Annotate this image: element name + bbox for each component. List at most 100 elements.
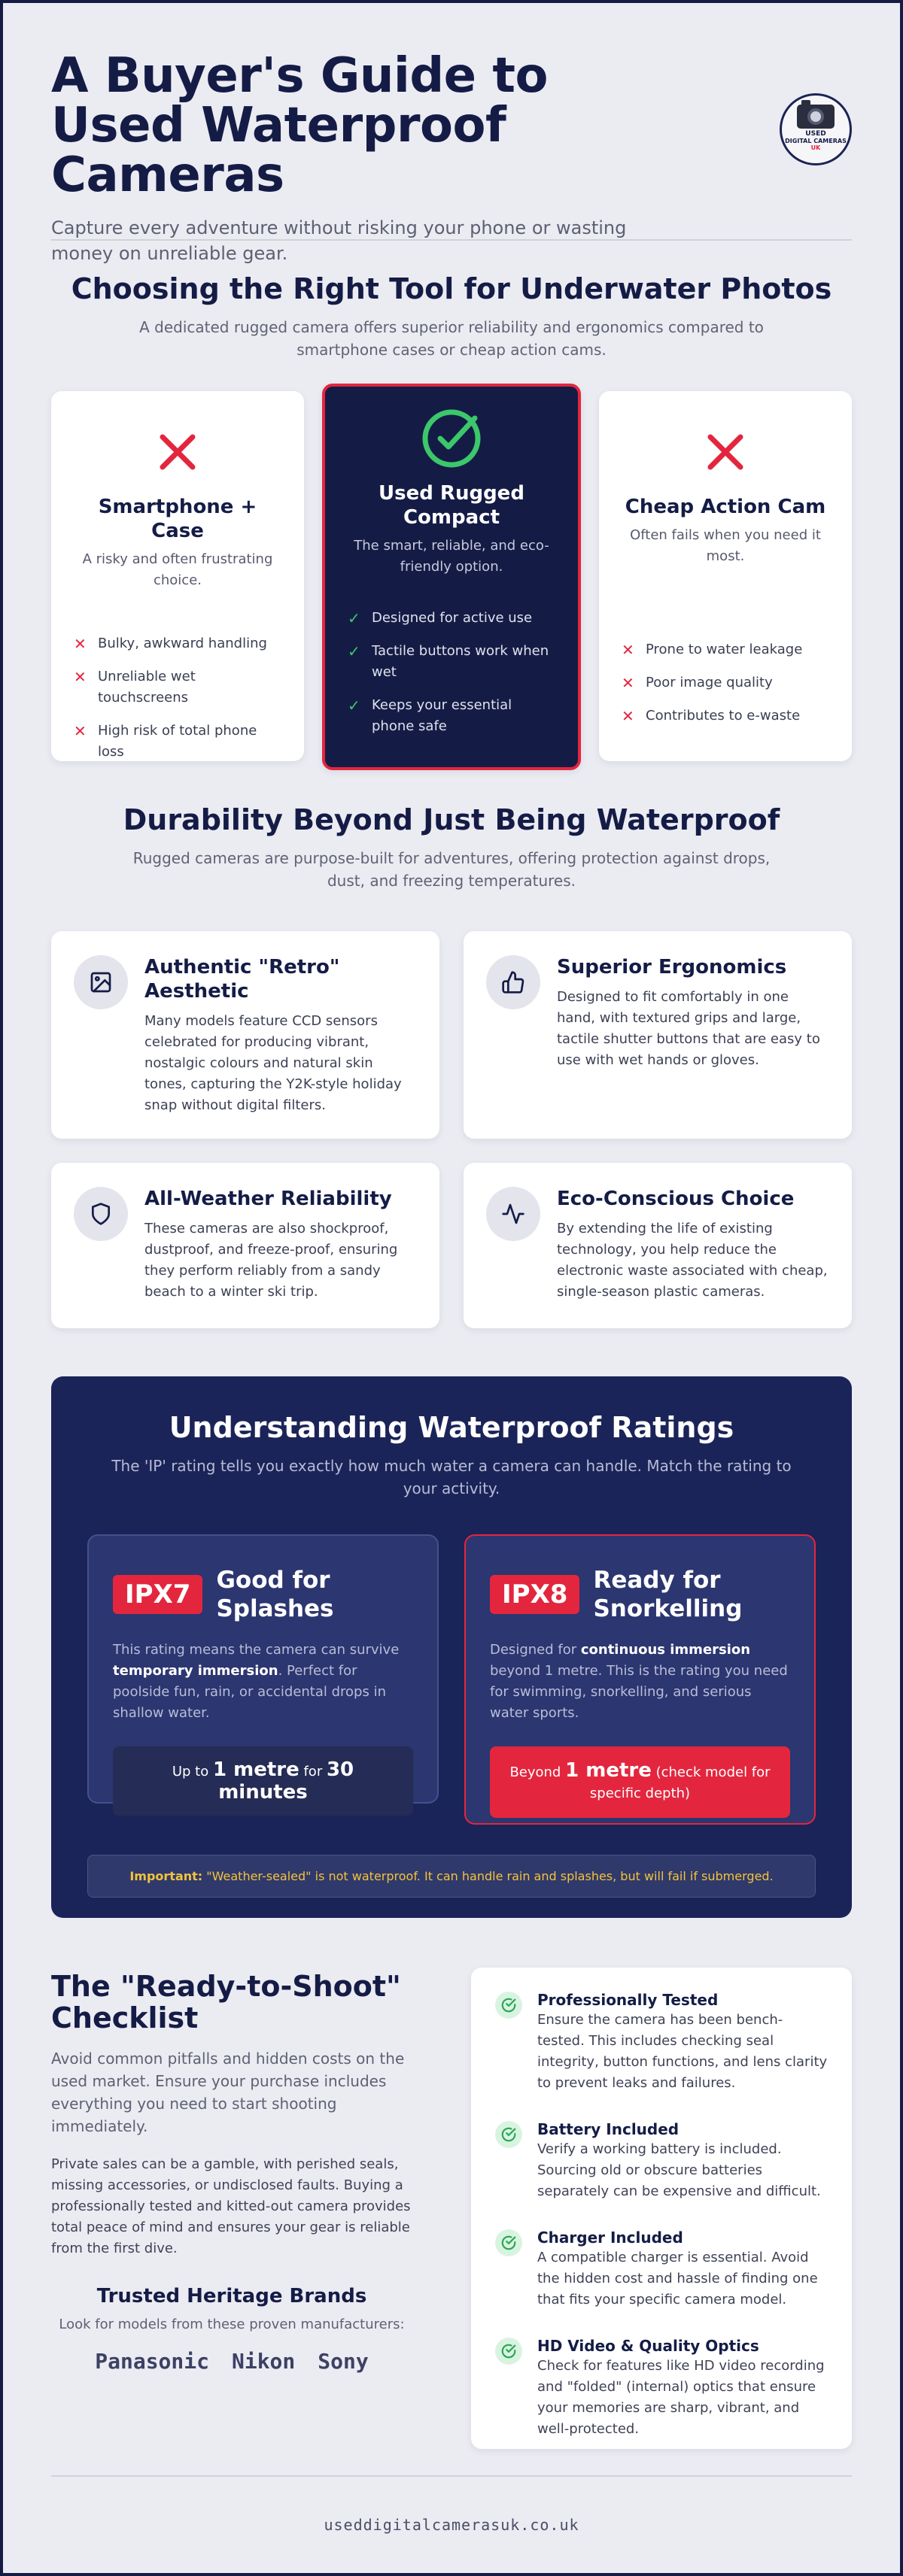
x-icon: ✕ (74, 635, 87, 653)
point-text: Prone to water leakage (646, 642, 803, 657)
brand-nikon: Nikon (231, 2349, 296, 2374)
x-icon (74, 423, 281, 481)
thumbs-up-icon (486, 955, 540, 1009)
feature-title: Superior Ergonomics (557, 956, 787, 979)
list-item: ✕ Prone to water leakage (622, 639, 829, 660)
check-circle-icon (348, 409, 555, 468)
rating-grid: IPX7 Good for Splashes This rating means… (87, 1534, 816, 1825)
checklist-item-title: Charger Included (537, 2229, 683, 2247)
check-circle-icon (495, 2338, 522, 2365)
brands-subtitle: Look for models from these proven manufa… (59, 2317, 405, 2332)
card-subtitle: A risky and often frustrating choice. (82, 551, 273, 588)
rating-title: Good for Splashes (216, 1567, 334, 1622)
checklist-item-text: Ensure the camera has been bench-tested.… (537, 2012, 828, 2091)
rating-badge: IPX7 (113, 1575, 203, 1614)
check-icon: ✓ (348, 642, 360, 660)
shield-icon (74, 1187, 128, 1241)
point-text: Designed for active use (372, 610, 533, 626)
rating-badge: IPX8 (490, 1575, 580, 1614)
ratings-title: Understanding Waterproof Ratings (169, 1411, 734, 1444)
point-text: High risk of total phone loss (98, 723, 257, 760)
image-icon (74, 955, 128, 1009)
checklist-item: Charger Included A compatible charger is… (495, 2228, 828, 2311)
activity-icon (486, 1187, 540, 1241)
checklist-intro-text: Avoid common pitfalls and hidden costs o… (51, 2050, 405, 2135)
brand-list: Panasonic Nikon Sony (51, 2349, 412, 2374)
comparison-title: Choosing the Right Tool for Underwater P… (71, 272, 832, 305)
card-title: Smartphone + Case (98, 496, 257, 542)
feature-card-retro: Authentic "Retro" Aesthetic Many models … (51, 931, 439, 1139)
page-subtitle: Capture every adventure without risking … (51, 217, 627, 264)
ratings-intro: The 'IP' rating tells you exactly how mu… (111, 1457, 792, 1497)
point-text: Unreliable wet touchscreens (98, 669, 196, 705)
footer: useddigitalcamerasuk.co.uk (51, 2475, 852, 2573)
brand-panasonic: Panasonic (95, 2349, 209, 2374)
card-used-rugged-compact: Used Rugged Compact The smart, reliable,… (322, 384, 581, 770)
page-title: A Buyer's Guide to Used Waterproof Camer… (51, 48, 548, 203)
feature-card-ergonomics: Superior Ergonomics Designed to fit comf… (464, 931, 852, 1139)
checklist-item-text: Verify a working battery is included. So… (537, 2141, 821, 2199)
checklist-intro: The "Ready-to-Shoot" Checklist Avoid com… (51, 1968, 412, 2449)
durability-title: Durability Beyond Just Being Waterproof (123, 803, 780, 836)
point-text: Contributes to e-waste (646, 708, 801, 724)
feature-text: Many models feature CCD sensors celebrat… (144, 1013, 402, 1113)
brand-logo[interactable]: USED DIGITAL CAMERAS UK (780, 93, 852, 165)
feature-grid: Authentic "Retro" Aesthetic Many models … (51, 931, 852, 1328)
x-icon: ✕ (74, 722, 87, 740)
x-icon: ✕ (74, 668, 87, 686)
list-item: ✕ Bulky, awkward handling (74, 633, 281, 654)
list-item: ✓ Tactile buttons work when wet (348, 641, 555, 683)
comparison-intro: A dedicated rugged camera offers superio… (139, 318, 764, 359)
durability-intro: Rugged cameras are purpose-built for adv… (132, 849, 771, 890)
checklist-card: Professionally Tested Ensure the camera … (471, 1968, 852, 2449)
durability-section: Durability Beyond Just Being Waterproof … (51, 770, 852, 1328)
rating-title: Ready for Snorkelling (593, 1567, 743, 1622)
card-points: ✓ Designed for active use ✓ Tactile button… (348, 608, 555, 737)
x-icon: ✕ (622, 707, 634, 725)
rating-card-ipx7: IPX7 Good for Splashes This rating means… (87, 1534, 439, 1816)
feature-title: Eco-Conscious Choice (557, 1188, 795, 1210)
x-icon: ✕ (622, 641, 634, 659)
checklist-item-title: HD Video & Quality Optics (537, 2337, 759, 2355)
checklist-item-title: Battery Included (537, 2120, 680, 2138)
rating-limit-box: Up to 1 metre for 30 minutes (113, 1746, 413, 1816)
feature-card-eco: Eco-Conscious Choice By extending the li… (464, 1163, 852, 1328)
card-title: Cheap Action Cam (625, 496, 826, 518)
checklist-section: The "Ready-to-Shoot" Checklist Avoid com… (51, 1968, 852, 2449)
checklist-item: HD Video & Quality Optics Check for feat… (495, 2336, 828, 2440)
list-item: ✓ Keeps your essential phone safe (348, 695, 555, 737)
feature-title: All-Weather Reliability (144, 1188, 392, 1210)
card-points: ✕ Bulky, awkward handling ✕ Unreliable wet… (74, 633, 281, 763)
ratings-section: Understanding Waterproof Ratings The 'IP… (51, 1376, 852, 1918)
card-smartphone-case: Smartphone + Case A risky and often frus… (51, 391, 304, 761)
x-icon (622, 423, 829, 481)
rating-limit-box: Beyond 1 metre (check model for specific… (490, 1746, 790, 1818)
list-item: ✓ Designed for active use (348, 608, 555, 629)
rating-card-ipx8: IPX8 Ready for Snorkelling Designed for … (464, 1534, 816, 1825)
rating-text: Designed for continuous immersion beyond… (490, 1642, 788, 1721)
point-text: Tactile buttons work when wet (372, 643, 549, 680)
logo-line-2: DIGITAL CAMERAS (785, 138, 847, 144)
checklist-item-title: Professionally Tested (537, 1991, 719, 2009)
feature-text: These cameras are also shockproof, dustp… (144, 1221, 398, 1300)
feature-text: Designed to fit comfortably in one hand,… (557, 989, 820, 1068)
important-notice: Important: "Weather-sealed" is not water… (87, 1855, 816, 1898)
rating-text: This rating means the camera can survive… (113, 1642, 400, 1721)
check-circle-icon (495, 2121, 522, 2148)
brand-sony: Sony (318, 2349, 369, 2374)
x-icon: ✕ (622, 674, 634, 692)
check-circle-icon (495, 2229, 522, 2256)
list-item: ✕ High risk of total phone loss (74, 721, 281, 763)
logo-line-1: USED (805, 130, 826, 138)
point-text: Keeps your essential phone safe (372, 697, 512, 734)
list-item: ✕ Poor image quality (622, 672, 829, 693)
footer-website-link[interactable]: useddigitalcamerasuk.co.uk (324, 2516, 579, 2534)
list-item: ✕ Contributes to e-waste (622, 705, 829, 727)
checklist-item: Battery Included Verify a working batter… (495, 2119, 828, 2202)
feature-text: By extending the life of existing techno… (557, 1221, 828, 1300)
feature-title: Authentic "Retro" Aesthetic (144, 956, 340, 1003)
check-circle-icon (495, 1992, 522, 2019)
point-text: Poor image quality (646, 675, 773, 690)
logo-line-3: UK (810, 144, 821, 151)
